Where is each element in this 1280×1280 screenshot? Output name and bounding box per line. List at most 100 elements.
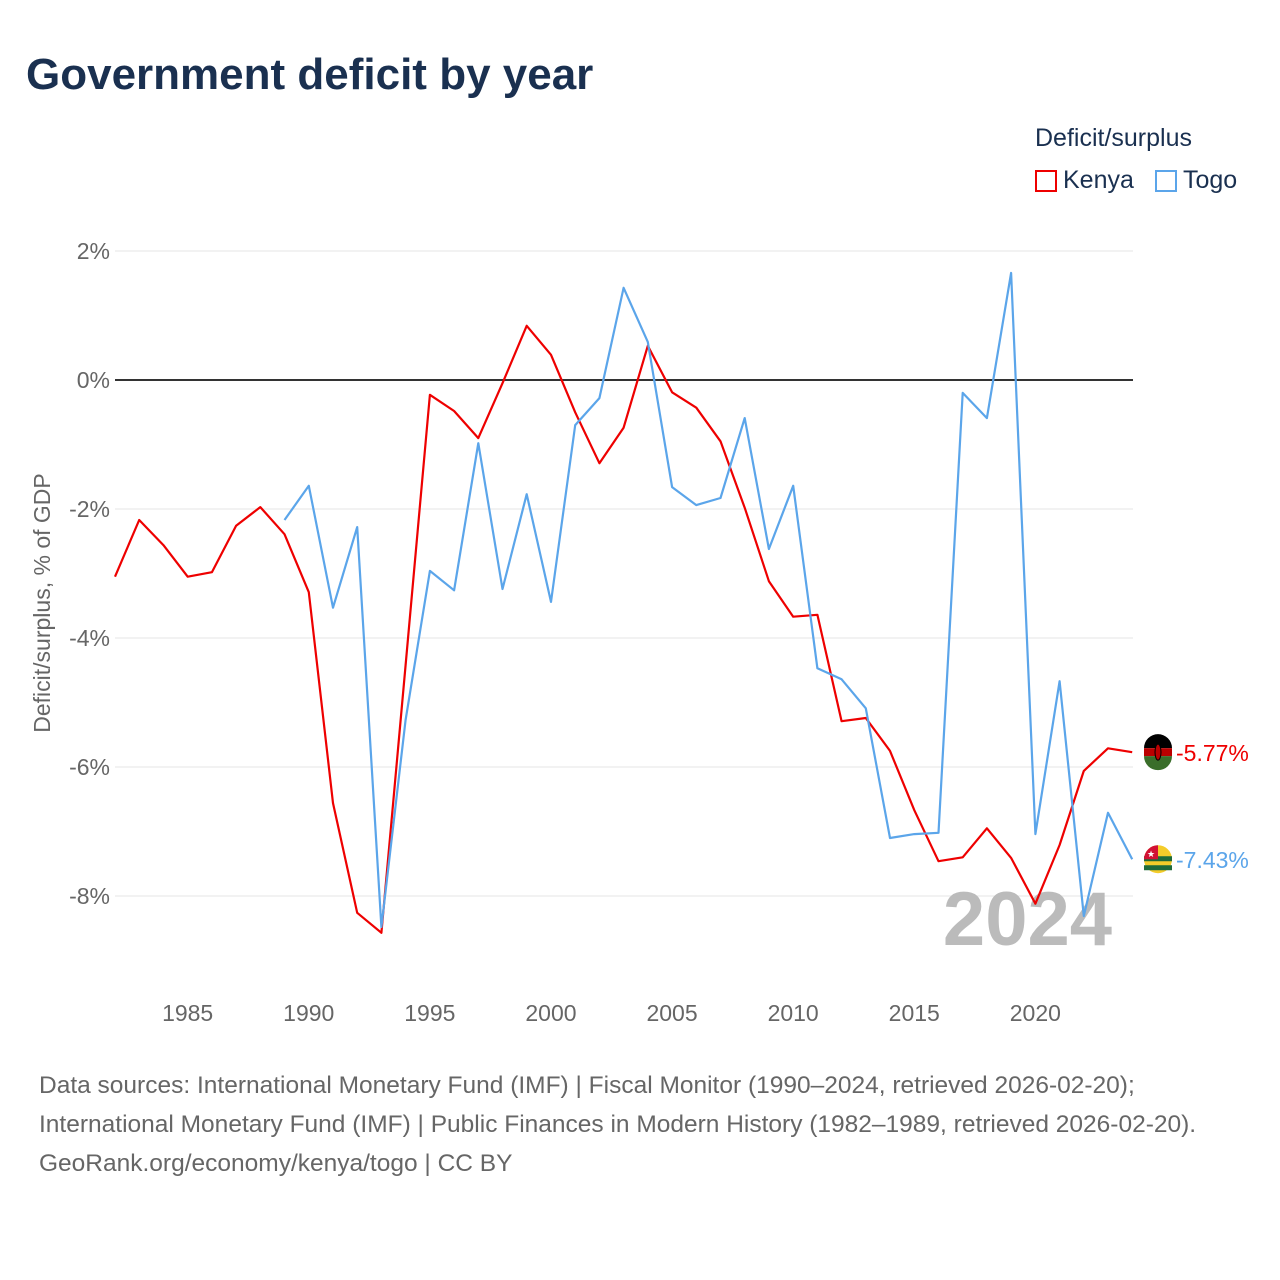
data-point-togo: [282, 517, 288, 523]
data-point-togo: [427, 568, 433, 574]
y-tick-label: 2%: [77, 238, 110, 264]
data-point-kenya: [233, 523, 239, 529]
x-tick-label: 1990: [283, 1000, 334, 1026]
data-point-togo: [693, 502, 699, 508]
data-point-togo: [669, 484, 675, 490]
data-point-kenya: [475, 435, 481, 441]
data-point-kenya: [960, 854, 966, 860]
data-point-togo: [887, 835, 893, 841]
data-point-togo: [960, 390, 966, 396]
data-point-togo: [935, 830, 941, 836]
end-label-togo: -7.43%: [1176, 847, 1249, 873]
svg-text:★: ★: [1147, 849, 1155, 859]
chart-title: Government deficit by year: [26, 50, 594, 99]
data-point-kenya: [693, 405, 699, 411]
y-tick-label: 0%: [77, 367, 110, 393]
data-point-togo: [911, 831, 917, 837]
x-tick-label: 2020: [1010, 1000, 1061, 1026]
data-point-togo: [790, 483, 796, 489]
data-point-kenya: [257, 504, 263, 510]
data-point-kenya: [451, 408, 457, 414]
data-point-togo: [1032, 831, 1038, 837]
x-tick-label: 1985: [162, 1000, 213, 1026]
data-point-togo: [475, 440, 481, 446]
data-point-togo: [378, 924, 384, 930]
data-point-kenya: [548, 352, 554, 358]
data-point-togo: [1008, 270, 1014, 276]
series-line-kenya: [113, 324, 1133, 934]
data-point-togo: [839, 676, 845, 682]
data-point-kenya: [378, 930, 384, 936]
data-point-kenya: [354, 910, 360, 916]
data-point-kenya: [742, 505, 748, 511]
y-tick-label: -8%: [69, 883, 110, 909]
data-point-kenya: [1057, 842, 1063, 848]
data-point-togo: [766, 546, 772, 552]
data-point-kenya: [814, 612, 820, 618]
data-point-togo: [330, 605, 336, 611]
legend-label-togo: Togo: [1183, 166, 1238, 194]
data-point-kenya: [1032, 901, 1038, 907]
data-point-kenya: [282, 531, 288, 537]
data-point-togo: [451, 587, 457, 593]
legend-title: Deficit/surplus: [1035, 124, 1192, 152]
data-point-kenya: [935, 858, 941, 864]
legend-swatch-togo: [1155, 169, 1177, 192]
year-watermark: 2024: [943, 877, 1112, 962]
series-line-togo: [283, 271, 1134, 929]
data-point-togo: [548, 599, 554, 605]
data-point-togo: [1105, 810, 1111, 816]
data-point-kenya: [1081, 768, 1087, 774]
data-point-togo: [403, 717, 409, 723]
data-point-togo: [814, 665, 820, 671]
data-point-togo: [306, 483, 312, 489]
line-chart: 2% 0% -2% -4% -6% -8% 1985 1990 1995 2000 2005 2010…: [29, 238, 1249, 1026]
data-point-togo: [572, 422, 578, 428]
data-point-togo: [621, 285, 627, 291]
y-tick-label: -6%: [69, 754, 110, 780]
data-point-kenya: [596, 460, 602, 466]
sources-link[interactable]: GeoRank.org/economy/kenya/togo | CC BY: [39, 1150, 513, 1177]
data-point-kenya: [160, 542, 166, 548]
data-point-kenya: [839, 718, 845, 724]
legend-item-kenya[interactable]: Kenya: [1035, 166, 1134, 195]
end-label-kenya: -5.77%: [1176, 740, 1249, 766]
data-point-kenya: [621, 425, 627, 431]
x-tick-label: 2005: [646, 1000, 697, 1026]
data-point-togo: [863, 705, 869, 711]
data-point-kenya: [911, 807, 917, 813]
y-tick-label: -4%: [69, 625, 110, 651]
flag-togo-icon: ★: [1144, 845, 1172, 874]
data-point-kenya: [306, 589, 312, 595]
data-point-togo: [742, 415, 748, 421]
x-tick-label: 1995: [404, 1000, 455, 1026]
legend-item-togo[interactable]: Togo: [1155, 166, 1237, 195]
data-point-togo: [1081, 913, 1087, 919]
data-point-kenya: [766, 578, 772, 584]
data-point-togo: [718, 495, 724, 501]
data-point-togo: [354, 524, 360, 530]
data-point-kenya: [572, 409, 578, 415]
data-point-kenya: [1105, 745, 1111, 751]
data-point-kenya: [1129, 749, 1135, 755]
data-point-kenya: [718, 438, 724, 444]
legend-swatch-kenya: [1035, 169, 1057, 192]
data-point-kenya: [185, 574, 191, 580]
data-point-kenya: [209, 569, 215, 575]
data-point-togo: [500, 586, 506, 592]
data-point-kenya: [524, 323, 530, 329]
data-point-kenya: [136, 517, 142, 523]
data-point-kenya: [427, 392, 433, 398]
data-point-kenya: [887, 748, 893, 754]
sources-text: Data sources: International Monetary Fun…: [39, 1072, 1197, 1138]
x-tick-label: 2000: [525, 1000, 576, 1026]
data-point-kenya: [330, 800, 336, 806]
data-point-togo: [1057, 678, 1063, 684]
data-point-togo: [524, 491, 530, 497]
data-point-kenya: [984, 825, 990, 831]
flag-kenya-icon: [1144, 734, 1172, 771]
data-point-kenya: [500, 380, 506, 386]
data-point-kenya: [112, 574, 118, 580]
legend-label-kenya: Kenya: [1063, 166, 1134, 194]
data-point-kenya: [403, 662, 409, 668]
